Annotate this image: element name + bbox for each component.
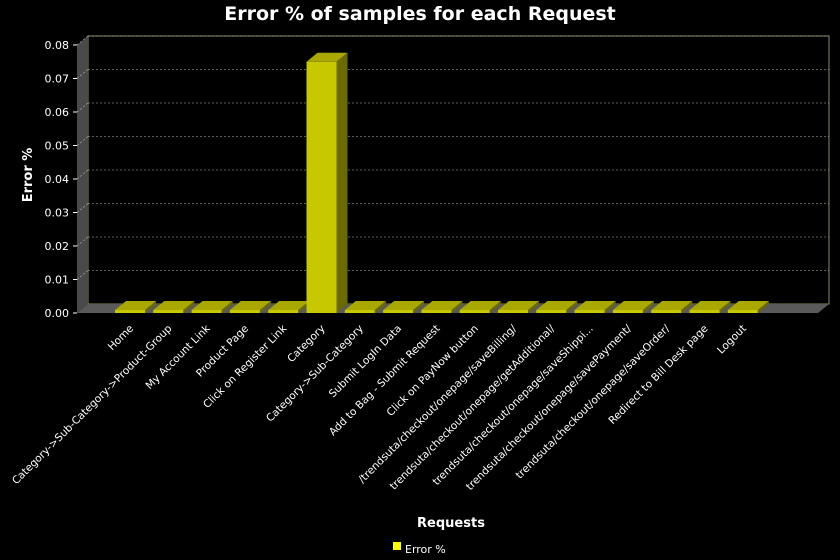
bar-front [498, 310, 528, 313]
bar-front [536, 310, 567, 313]
bar-side [413, 301, 425, 313]
bar-top [153, 301, 195, 310]
bar [459, 301, 501, 313]
x-tick-label: Home [106, 323, 136, 353]
legend-swatch [393, 542, 401, 550]
y-axis-ticks: 0.00 0.01 0.02 0.03 0.04 0.05 0.06 0.07 0.08 [45, 39, 77, 320]
bar-top [612, 301, 654, 310]
y-tick-label: 0.02 [45, 240, 70, 253]
y-tick-label: 0.01 [45, 274, 70, 287]
bar [383, 301, 425, 313]
x-tick-label: Submit LogIn Data [327, 323, 404, 400]
bar-side [719, 301, 731, 313]
bar [191, 301, 233, 313]
bar-top [651, 301, 693, 310]
bar-top [689, 301, 731, 310]
bar-side [642, 301, 654, 313]
bar-top [536, 301, 578, 310]
bar [306, 52, 348, 313]
bar-top [306, 52, 348, 62]
bar [612, 301, 654, 313]
x-tick-label: Category->Sub-Category->Product-Group [10, 322, 175, 487]
left-wall [77, 36, 88, 313]
bar-top [191, 301, 233, 310]
bar [498, 301, 539, 313]
bar-side [183, 301, 195, 313]
bar-front [651, 310, 682, 313]
bar-front [727, 310, 758, 313]
bar-top [498, 301, 539, 310]
bar-side [259, 301, 271, 313]
bar-front [344, 310, 375, 313]
bar-side [145, 301, 156, 313]
bar-side [298, 301, 310, 313]
bar [229, 301, 271, 313]
bar [268, 301, 310, 313]
bar-top [459, 301, 501, 310]
bar-top [268, 301, 310, 310]
bar-side [528, 301, 539, 313]
bar-side [757, 301, 769, 313]
bar-side [336, 52, 348, 313]
bar-side [604, 301, 616, 313]
grid-lines [76, 35, 829, 280]
bar-side [566, 301, 578, 313]
bar-side [374, 301, 386, 313]
x-axis-label: Requests [417, 516, 485, 531]
bar-front [383, 310, 414, 313]
x-tick-label: Logout [715, 323, 749, 357]
bar [574, 301, 616, 313]
y-tick-label: 0.03 [45, 207, 70, 220]
y-tick-label: 0.00 [45, 307, 70, 320]
bar-front [421, 310, 452, 313]
bar-top [115, 301, 156, 310]
y-tick-label: 0.05 [45, 140, 70, 153]
bar-side [221, 301, 233, 313]
bar [727, 301, 769, 313]
bar-top [574, 301, 616, 310]
y-tick-label: 0.08 [45, 39, 70, 52]
bar-front [459, 310, 490, 313]
bar-top [229, 301, 271, 310]
y-axis-label: Error % [21, 148, 36, 203]
bar [651, 301, 693, 313]
bar [115, 301, 156, 313]
bar [536, 301, 578, 313]
bar [153, 301, 195, 313]
x-tick-label: My Account Link [144, 322, 214, 392]
legend-label: Error % [405, 543, 446, 556]
bar-front [115, 310, 145, 313]
chart-title: Error % of samples for each Request [224, 3, 616, 25]
bars [115, 52, 769, 313]
bar-top [383, 301, 425, 310]
bar-side [681, 301, 693, 313]
y-tick-label: 0.07 [45, 73, 70, 86]
bar-front [612, 310, 643, 313]
y-tick-label: 0.04 [45, 173, 70, 186]
bar-front [191, 310, 222, 313]
bar-front [229, 310, 260, 313]
bar-top [421, 301, 463, 310]
plot-background [77, 35, 830, 313]
bar [344, 301, 386, 313]
bar-front [689, 310, 720, 313]
bar-side [489, 301, 501, 313]
y-tick-label: 0.06 [45, 106, 70, 119]
bar [421, 301, 463, 313]
bar-top [727, 301, 769, 310]
bar-side [451, 301, 463, 313]
legend: Error % [393, 542, 446, 556]
bar-front [268, 310, 299, 313]
x-axis-tick-labels: HomeCategory->Sub-Category->Product-Grou… [10, 322, 749, 493]
bar-front [153, 310, 184, 313]
bar-top [344, 301, 386, 310]
bar-front [306, 61, 337, 313]
bar [689, 301, 731, 313]
bar-front [574, 310, 605, 313]
